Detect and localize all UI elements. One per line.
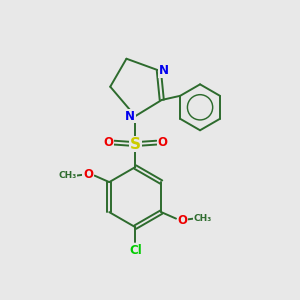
- Text: O: O: [178, 214, 188, 226]
- Text: Cl: Cl: [129, 244, 142, 256]
- Text: CH₃: CH₃: [58, 171, 76, 180]
- Text: O: O: [158, 136, 167, 149]
- Text: O: O: [103, 136, 113, 149]
- Text: CH₃: CH₃: [194, 214, 211, 223]
- Text: O: O: [83, 168, 93, 181]
- Text: N: N: [125, 110, 135, 123]
- Text: N: N: [159, 64, 169, 77]
- Text: S: S: [130, 136, 141, 152]
